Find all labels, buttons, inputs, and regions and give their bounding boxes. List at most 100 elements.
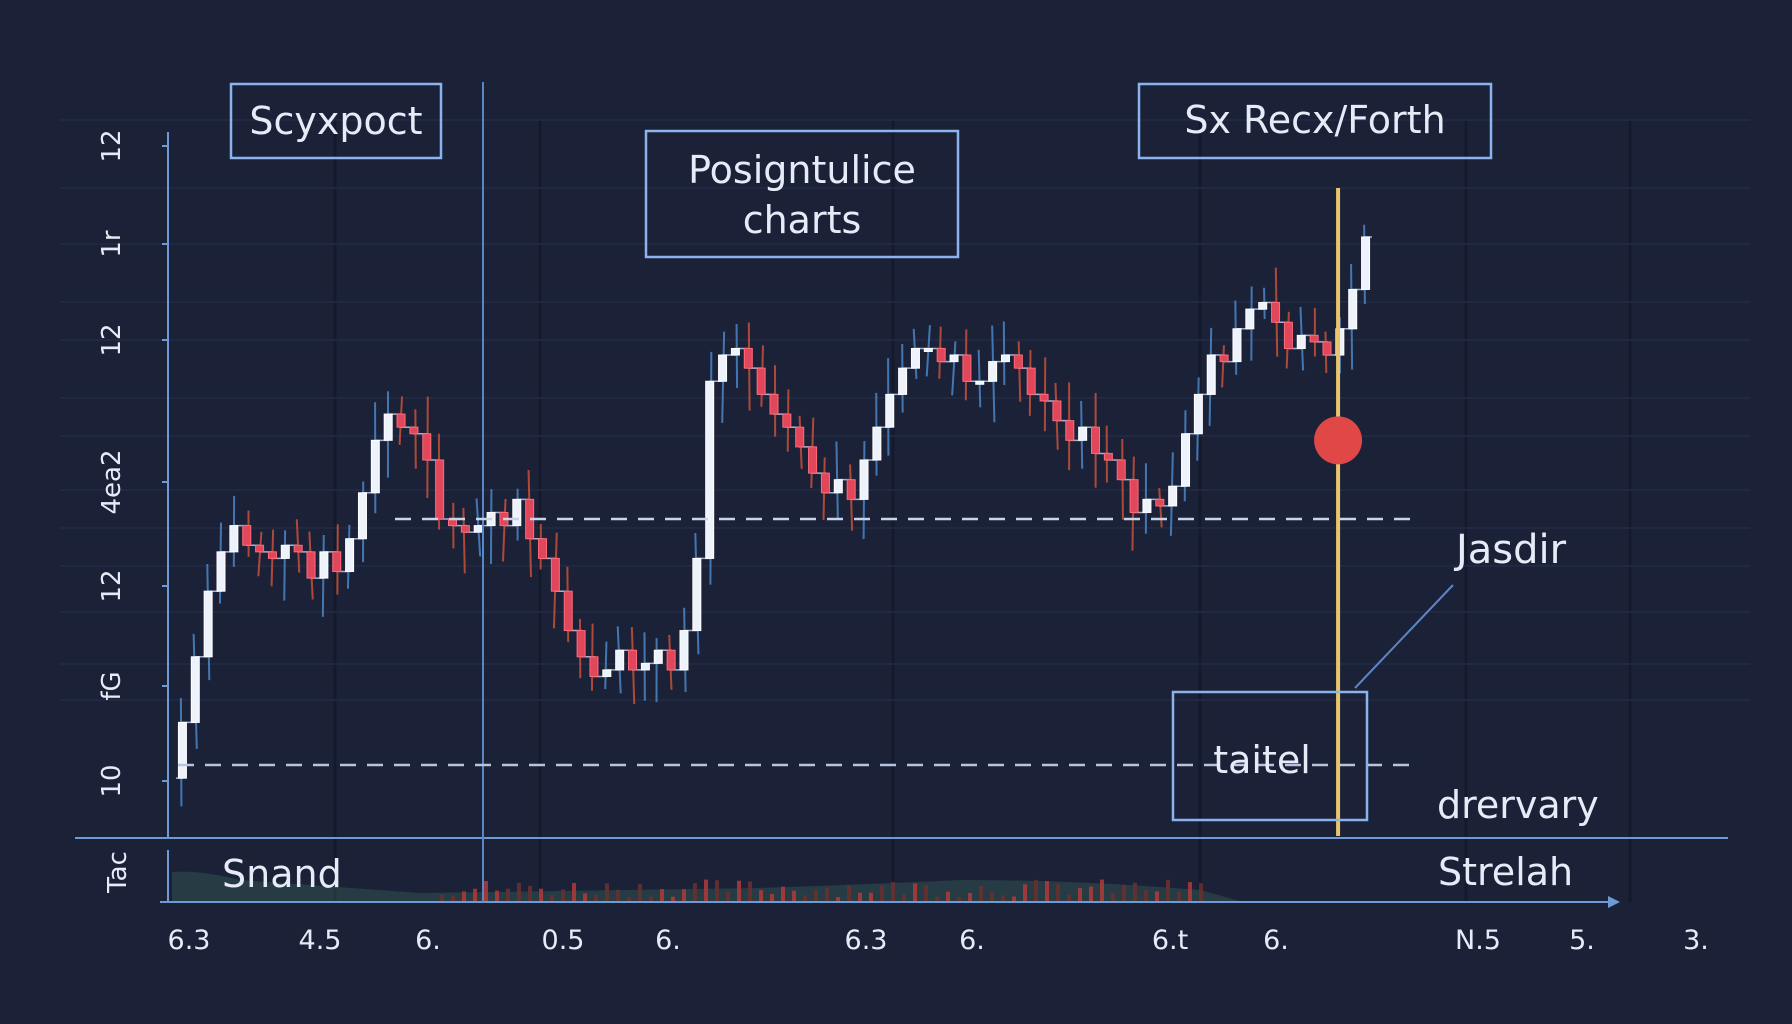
candle-body bbox=[666, 649, 676, 671]
volume-bar bbox=[473, 888, 477, 901]
candle-body bbox=[1309, 334, 1319, 343]
volume-bar bbox=[638, 883, 642, 901]
candle-body bbox=[1065, 420, 1075, 441]
volume-bar bbox=[627, 896, 631, 901]
volume-bar bbox=[649, 896, 653, 901]
candle-body bbox=[846, 479, 856, 500]
volume-bar bbox=[682, 889, 686, 901]
x-tick-label: 6. bbox=[655, 925, 681, 956]
x-tick-label: 6. bbox=[1263, 925, 1289, 956]
volume-bar bbox=[1034, 879, 1038, 901]
y-tick-label: 12 bbox=[97, 323, 127, 356]
candle-body bbox=[833, 479, 843, 494]
volume-bar bbox=[792, 890, 796, 901]
volume-bar bbox=[748, 881, 752, 901]
candle-wick bbox=[951, 341, 957, 396]
callout-label: Jasdir bbox=[1453, 527, 1567, 573]
volume-bar bbox=[781, 886, 785, 901]
candle-body bbox=[795, 426, 805, 448]
volume-bar bbox=[814, 890, 818, 901]
volume-bar bbox=[594, 895, 598, 901]
volume-bar bbox=[869, 892, 873, 901]
volume-bar bbox=[561, 889, 565, 901]
candle-body bbox=[1013, 354, 1023, 369]
candle-body bbox=[1116, 459, 1126, 481]
candle-body bbox=[1000, 354, 1010, 363]
candle-body bbox=[602, 669, 612, 677]
candle-body bbox=[409, 426, 419, 435]
volume-bar bbox=[1078, 887, 1082, 901]
candle-body bbox=[615, 649, 625, 671]
volume-left-label: Snand bbox=[222, 852, 342, 896]
candle-body bbox=[1245, 308, 1255, 330]
candle-body bbox=[345, 538, 355, 573]
volume-bar bbox=[1089, 886, 1093, 901]
x-axis-ticks: 6.3 4.5 6. 0.5 6. 6.3 6. 6.t 6. N.5 5. 3. bbox=[168, 925, 1709, 956]
candle-body bbox=[705, 380, 715, 559]
x-tick-label: 6. bbox=[959, 925, 985, 956]
candle-body bbox=[859, 459, 869, 500]
y-tick-label: 10 bbox=[97, 764, 127, 797]
volume-bar bbox=[616, 889, 620, 901]
volume-bar bbox=[583, 893, 587, 901]
candle-body bbox=[460, 525, 470, 533]
candle-body bbox=[936, 347, 946, 363]
candle-body bbox=[949, 354, 959, 363]
candle-body bbox=[1348, 288, 1358, 330]
candle-body bbox=[370, 439, 380, 494]
volume-bar bbox=[891, 881, 895, 901]
volume-bar bbox=[1144, 890, 1148, 901]
candle-body bbox=[332, 551, 342, 573]
candle-body bbox=[1181, 433, 1191, 487]
candle-body bbox=[910, 347, 920, 369]
volume-bar bbox=[451, 895, 455, 901]
candle-body bbox=[563, 590, 573, 632]
candle-body bbox=[383, 413, 393, 441]
volume-bar bbox=[495, 890, 499, 901]
volume-bar bbox=[913, 883, 917, 901]
candle-wick bbox=[977, 349, 982, 408]
volume-bar bbox=[880, 885, 884, 901]
candle-body bbox=[1129, 479, 1139, 513]
y-axis-ticks: 10 fG 12 4ea2 12 1r 12 bbox=[97, 129, 168, 798]
volume-bar bbox=[1155, 891, 1159, 901]
candle-wick bbox=[1221, 345, 1225, 388]
candle-body bbox=[1052, 400, 1062, 422]
volume-bar bbox=[550, 895, 554, 901]
volume-bar bbox=[1177, 891, 1181, 901]
volume-bar bbox=[605, 883, 609, 901]
candle-body bbox=[473, 525, 483, 533]
x-tick-label: 0.5 bbox=[542, 925, 585, 956]
candle-body bbox=[280, 544, 290, 559]
volume-bar bbox=[1045, 881, 1049, 901]
candle-body bbox=[923, 347, 933, 352]
candle-body bbox=[692, 557, 702, 632]
callout-connector bbox=[1354, 584, 1454, 689]
candle-body bbox=[538, 538, 548, 559]
volume-bar bbox=[506, 888, 510, 901]
candle-body bbox=[975, 380, 985, 385]
candle-body bbox=[962, 354, 972, 382]
candle-body bbox=[190, 656, 200, 723]
candle-body bbox=[396, 413, 406, 428]
candle-body bbox=[216, 551, 226, 592]
candle-body bbox=[1103, 452, 1113, 461]
candle-body bbox=[435, 459, 445, 520]
volume-bar bbox=[737, 880, 741, 901]
candle-body bbox=[640, 662, 650, 671]
candle-body bbox=[1258, 302, 1268, 310]
candle-body bbox=[769, 393, 779, 415]
candle-body bbox=[1193, 393, 1203, 435]
small-label: taitel bbox=[1213, 738, 1311, 782]
volume-bar bbox=[726, 891, 730, 901]
candle-wick bbox=[604, 641, 608, 690]
volume-bar bbox=[1122, 884, 1126, 901]
candle-body bbox=[782, 413, 792, 428]
candle-body bbox=[1091, 426, 1101, 454]
x-tick-label: 6.t bbox=[1152, 925, 1188, 956]
volume-bar bbox=[1133, 882, 1137, 901]
top-right-label: Sx Recx/Forth bbox=[1184, 98, 1445, 142]
candle-body bbox=[306, 551, 316, 579]
